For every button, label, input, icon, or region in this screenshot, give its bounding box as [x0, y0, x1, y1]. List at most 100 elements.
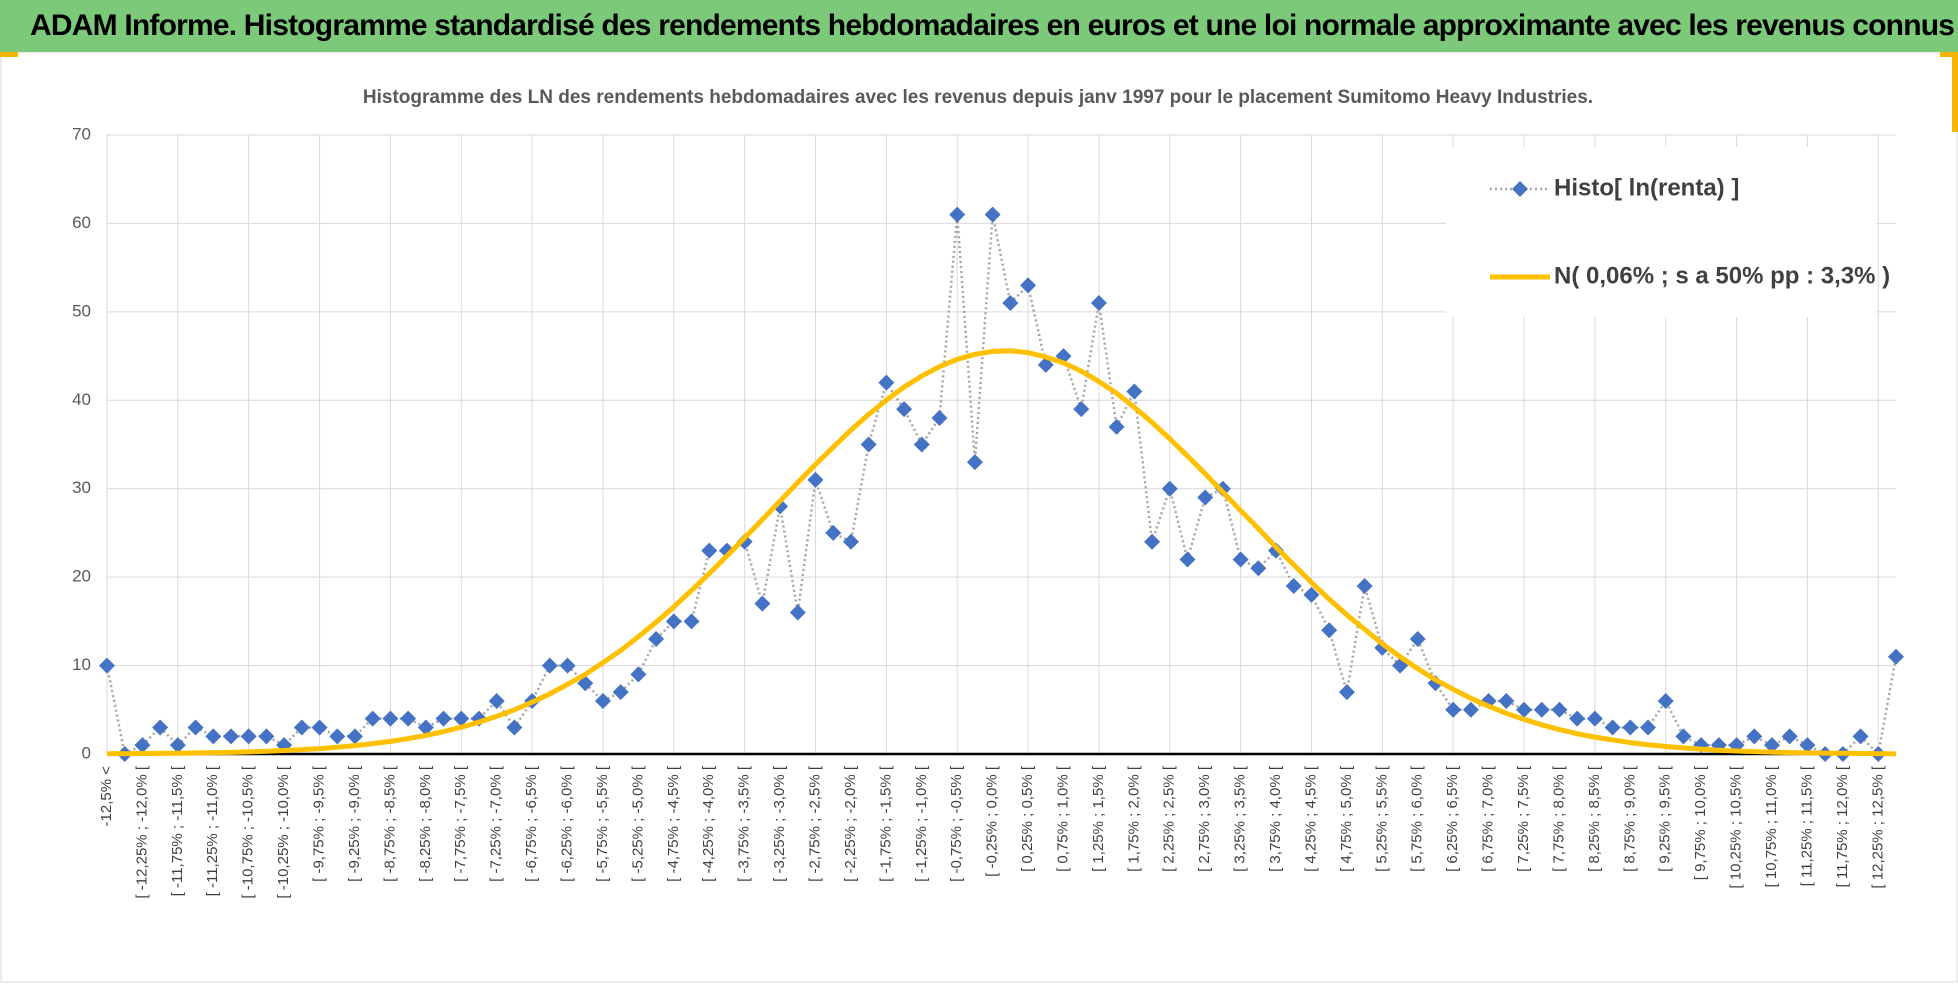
data-point	[1126, 383, 1143, 400]
data-point	[878, 374, 895, 391]
data-point	[1586, 710, 1603, 727]
data-point	[1303, 586, 1320, 603]
corner-mark	[1952, 52, 1958, 132]
y-tick-label: 10	[72, 655, 91, 674]
x-tick-label: [ 1,25% ; 1,5% [	[1090, 765, 1107, 872]
data-point	[966, 454, 983, 471]
y-tick-label: 30	[72, 478, 91, 497]
data-point	[1250, 560, 1267, 577]
x-tick-label: [ -1,75% ; -1,5% [	[877, 765, 894, 882]
x-tick-label: [ 9,25% ; 9,5% [	[1657, 765, 1674, 872]
data-point	[205, 728, 222, 745]
data-point	[1409, 631, 1426, 648]
corner-mark	[1940, 52, 1958, 57]
legend-label: Histo[ ln(renta) ]	[1554, 174, 1739, 201]
data-point	[382, 710, 399, 727]
x-tick-label: [ -2,75% ; -2,5% [	[806, 765, 823, 882]
chart: Histogramme des LN des rendements hebdom…	[0, 52, 1958, 983]
data-point	[594, 692, 611, 709]
y-tick-label: 60	[72, 213, 91, 232]
y-tick-label: 50	[72, 301, 91, 320]
x-tick-label: [ -3,25% ; -3,0% [	[771, 765, 788, 882]
data-point	[860, 436, 877, 453]
page-header: ADAM Informe. Histogramme standardisé de…	[0, 0, 1958, 52]
data-point	[1640, 719, 1657, 736]
x-tick-label: [ 11,75% ; 12,0% [	[1834, 765, 1851, 887]
data-point	[453, 710, 470, 727]
x-tick-label: [ -0,25% ; 0,0% [	[984, 765, 1001, 877]
data-point	[1020, 277, 1037, 294]
x-tick-label: [ 3,75% ; 4,0% [	[1267, 765, 1284, 872]
legend-label: N( 0,06% ; s a 50% pp : 3,3% )	[1554, 262, 1890, 289]
x-tick-label: -12,5% <	[98, 766, 115, 827]
data-point	[1356, 577, 1373, 594]
data-point	[896, 401, 913, 418]
data-point	[1781, 728, 1798, 745]
x-tick-label: [ -9,25% ; -9,0% [	[346, 765, 363, 882]
data-point	[1569, 710, 1586, 727]
data-point	[222, 728, 239, 745]
x-tick-label: [ 3,25% ; 3,5% [	[1232, 765, 1249, 872]
x-tick-label: [ 7,75% ; 8,0% [	[1550, 765, 1567, 872]
x-tick-label: [ -11,25% ; -11,0% [	[204, 765, 221, 896]
data-point	[1338, 684, 1355, 701]
data-point	[1498, 692, 1515, 709]
x-tick-label: [ 10,25% ; 10,5% [	[1728, 765, 1745, 888]
series-line	[106, 348, 1897, 757]
x-tick-label: [ -5,25% ; -5,0% [	[629, 765, 646, 882]
data-point	[825, 524, 842, 541]
x-tick-label: [ -10,75% ; -10,5% [	[240, 765, 257, 898]
x-tick-label: [ -12,25% ; -12,0% [	[133, 765, 150, 898]
data-point	[630, 666, 647, 683]
x-tick-label: [ -3,75% ; -3,5% [	[736, 765, 753, 882]
x-tick-label: [ 9,75% ; 10,0% [	[1692, 765, 1709, 880]
x-tick-label: [ 6,75% ; 7,0% [	[1480, 765, 1497, 872]
data-point	[1764, 737, 1781, 754]
x-tick-label: [ -6,75% ; -6,5% [	[523, 765, 540, 882]
data-point	[1604, 719, 1621, 736]
data-point	[293, 719, 310, 736]
data-point	[134, 737, 151, 754]
data-point	[1108, 418, 1125, 435]
data-point	[612, 684, 629, 701]
x-tick-label: [ 6,25% ; 6,5% [	[1444, 765, 1461, 872]
x-tick-label: [ 5,75% ; 6,0% [	[1409, 765, 1426, 872]
data-point	[1516, 701, 1533, 718]
x-tick-label: [ -1,25% ; -1,0% [	[913, 765, 930, 882]
data-point	[1285, 577, 1302, 594]
y-tick-label: 0	[82, 743, 91, 762]
data-point	[1161, 480, 1178, 497]
x-tick-label: [ -2,25% ; -2,0% [	[842, 765, 859, 882]
data-point	[1852, 728, 1869, 745]
data-point	[187, 719, 204, 736]
data-point	[701, 542, 718, 559]
chart-title: Histogramme des LN des rendements hebdom…	[363, 87, 1593, 108]
data-point	[1144, 533, 1161, 550]
x-tick-label: [ -4,75% ; -4,5% [	[665, 765, 682, 882]
x-tick-label: [ 8,75% ; 9,0% [	[1621, 765, 1638, 872]
data-point	[665, 613, 682, 630]
x-tick-label: [ 2,75% ; 3,0% [	[1196, 765, 1213, 872]
data-point	[417, 719, 434, 736]
x-tick-label: [ -9,75% ; -9,5% [	[311, 765, 328, 882]
data-point	[506, 719, 523, 736]
x-tick-label: [ -8,25% ; -8,0% [	[417, 765, 434, 882]
data-point	[807, 471, 824, 488]
data-point	[1746, 728, 1763, 745]
grid: 0 10 20 30 40 50 60 70 -12,5% < [ -12,25% ; -12,0…	[72, 124, 1896, 899]
data-point	[329, 728, 346, 745]
data-point	[949, 206, 966, 223]
data-point	[346, 728, 363, 745]
data-point	[1533, 701, 1550, 718]
y-tick-label: 40	[72, 390, 91, 409]
data-point	[931, 409, 948, 426]
data-point	[1090, 295, 1107, 312]
x-tick-label: [ -10,25% ; -10,0% [	[275, 765, 292, 898]
x-tick-label: [ 7,25% ; 7,5% [	[1515, 765, 1532, 872]
data-point	[1888, 648, 1904, 665]
data-point	[169, 737, 186, 754]
x-tick-label: [ -7,25% ; -7,0% [	[488, 765, 505, 882]
data-point	[1675, 728, 1692, 745]
data-point	[240, 728, 257, 745]
